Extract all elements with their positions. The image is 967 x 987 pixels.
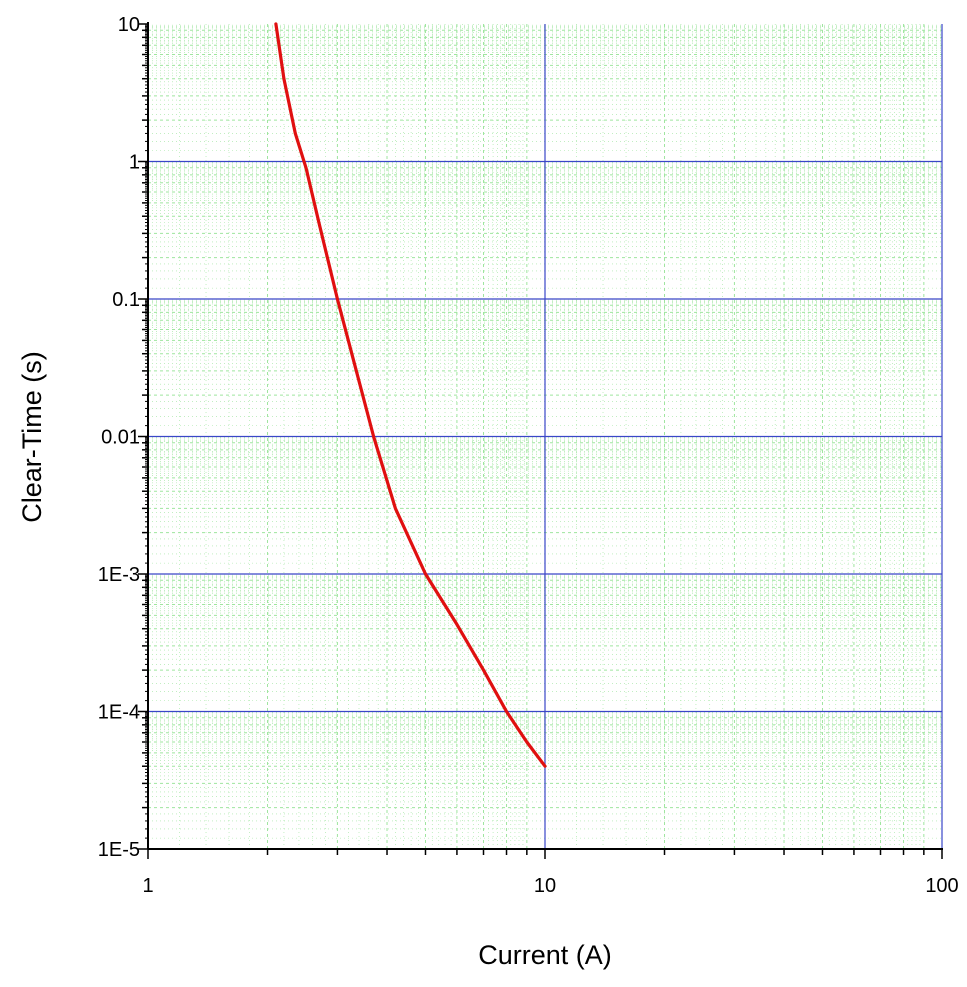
tick-marks [138, 23, 943, 859]
y-tick-label: 1E-4 [98, 702, 140, 724]
y-axis-title: Clear-Time (s) [17, 351, 47, 523]
y-tick-label: 1E-5 [98, 839, 140, 861]
series-line [274, 22, 547, 768]
y-tick-label: 10 [118, 14, 140, 36]
x-tick-label: 10 [534, 875, 556, 897]
x-tick-label: 100 [925, 875, 958, 897]
tick-labels: 1E-5 1E-4 1E-3 0.01 0.1 1 10 1 10 100 [98, 14, 959, 897]
y-tick-label: 1E-3 [98, 564, 140, 586]
x-tick-label: 1 [142, 875, 153, 897]
major-grid [148, 24, 943, 849]
series-layer [274, 22, 547, 768]
y-tick-label: 0.01 [101, 427, 140, 449]
y-tick-label: 0.1 [112, 289, 140, 311]
y-tick-label: 1 [129, 152, 140, 174]
x-axis-title: Current (A) [478, 940, 612, 970]
